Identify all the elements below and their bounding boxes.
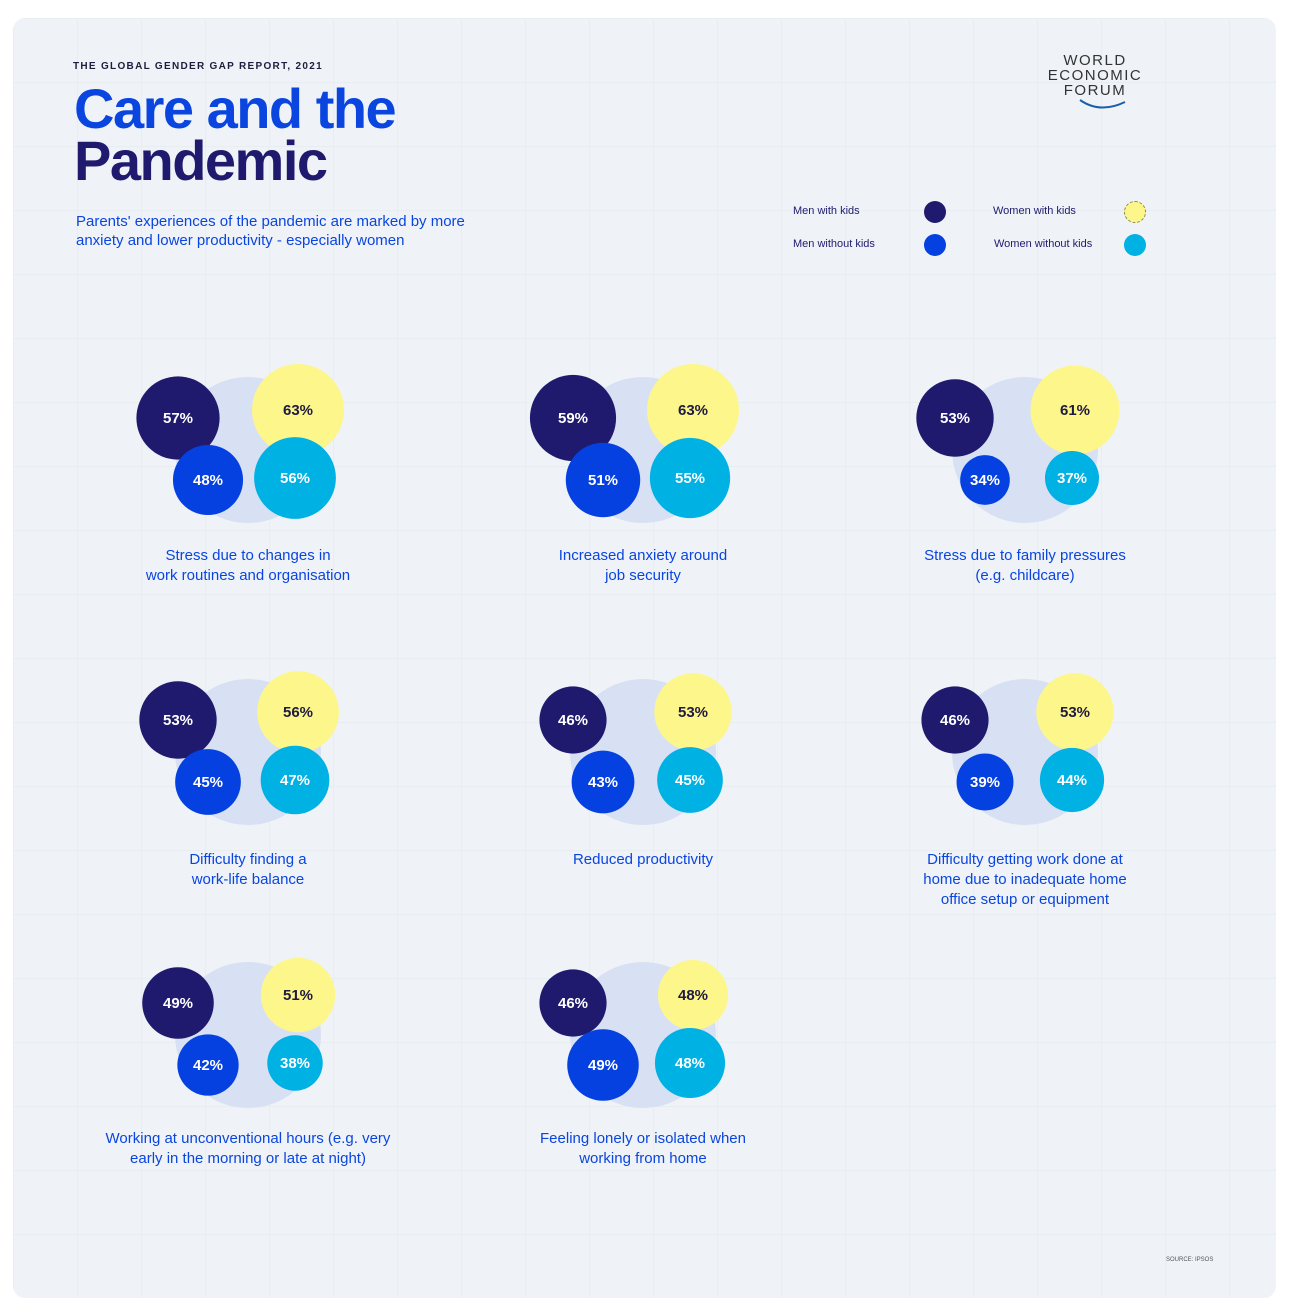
bubble-value-label: 53% <box>163 712 193 729</box>
bubble-value-label: 51% <box>588 472 618 489</box>
bubble-panel: 53% 61% 34% 37% <box>916 365 1120 523</box>
bubble-value-label: 56% <box>280 470 310 487</box>
report-kicker: THE GLOBAL GENDER GAP REPORT, 2021 <box>73 61 323 72</box>
bubble-men-with-kids <box>139 681 217 759</box>
bubble-women-without-kids <box>649 437 731 519</box>
bubble-women-without-kids <box>1039 747 1105 813</box>
legend-swatch <box>924 201 946 223</box>
legend-swatch <box>1124 234 1146 256</box>
legend-swatch <box>1124 201 1146 223</box>
bubble-value-label: 59% <box>558 410 588 427</box>
bubble-panel: 53% 56% 45% 47% <box>139 671 339 825</box>
bubble-value-label: 53% <box>940 410 970 427</box>
bubble-men-with-kids <box>916 379 994 457</box>
bubble-men-without-kids <box>567 1029 639 1101</box>
bubble-men-with-kids <box>142 967 214 1039</box>
logo-word: WORLD <box>1063 52 1127 69</box>
bubble-women-without-kids <box>267 1035 323 1091</box>
bubble-value-label: 46% <box>940 712 970 729</box>
panel-caption: Difficulty getting work done at home due … <box>923 851 1127 908</box>
bubble-men-without-kids <box>177 1034 239 1096</box>
bubble-women-with-kids <box>1030 365 1120 455</box>
bubble-value-label: 48% <box>678 987 708 1004</box>
logo-word: ECONOMIC <box>1047 67 1143 84</box>
title-line-2: Pandemic <box>74 129 328 192</box>
bubble-men-without-kids <box>565 442 641 518</box>
panel-caption: Working at unconventional hours (e.g. ve… <box>105 1130 391 1167</box>
bubble-men-without-kids <box>960 455 1010 505</box>
bubble-value-label: 42% <box>193 1057 223 1074</box>
bubble-panel: 46% 48% 49% 48% <box>539 959 729 1108</box>
bubble-women-with-kids <box>252 364 344 456</box>
panel-caption: Stress due to family pressures (e.g. chil… <box>924 547 1126 584</box>
bubble-value-label: 63% <box>283 402 313 419</box>
bubble-value-label: 51% <box>283 987 313 1004</box>
bubble-women-with-kids <box>260 957 336 1033</box>
bubble-value-label: 57% <box>163 410 193 427</box>
bubble-men-without-kids <box>175 749 241 815</box>
subtitle: Parents' experiences of the pandemic are… <box>76 213 465 249</box>
bubble-value-label: 55% <box>675 470 705 487</box>
bubble-women-without-kids <box>1044 450 1100 506</box>
bubble-value-label: 49% <box>588 1057 618 1074</box>
bubble-men-without-kids <box>571 750 635 814</box>
bubble-value-label: 48% <box>675 1055 705 1072</box>
bubble-women-with-kids <box>257 671 339 753</box>
bubble-panel: 57% 63% 48% 56% <box>136 364 344 523</box>
bubble-value-label: 37% <box>1057 470 1087 487</box>
legend-label: Men without kids <box>793 238 875 250</box>
bubble-value-label: 43% <box>588 774 618 791</box>
logo-word: FORUM <box>1063 82 1127 99</box>
bubble-men-with-kids <box>539 686 607 754</box>
panel-caption: Increased anxiety around job security <box>558 547 728 584</box>
bubble-panel: 59% 63% 51% 55% <box>529 364 739 523</box>
legend-swatch <box>924 234 946 256</box>
bubble-panel: 49% 51% 42% 38% <box>142 957 336 1108</box>
bubble-women-with-kids <box>654 673 732 751</box>
panel-caption: Reduced productivity <box>572 851 714 868</box>
bubble-women-without-kids <box>254 437 336 519</box>
bubble-value-label: 48% <box>193 472 223 489</box>
panel-caption: Feeling lonely or isolated when working f… <box>540 1130 746 1167</box>
legend-label: Women with kids <box>993 205 1076 217</box>
title-line-1: Care and the <box>74 77 397 140</box>
bubble-value-label: 53% <box>1060 704 1090 721</box>
bubble-value-label: 45% <box>193 774 223 791</box>
bubble-value-label: 61% <box>1060 402 1090 419</box>
legend-label: Women without kids <box>994 238 1093 250</box>
bubble-value-label: 45% <box>675 772 705 789</box>
bubble-men-with-kids <box>539 969 607 1037</box>
bubble-value-label: 63% <box>678 402 708 419</box>
bubble-value-label: 39% <box>970 774 1000 791</box>
bubble-panel: 46% 53% 39% 44% <box>921 673 1114 825</box>
bubble-value-label: 47% <box>280 772 310 789</box>
bubble-value-label: 46% <box>558 712 588 729</box>
wef-logo: WORLD ECONOMIC FORUM <box>1040 53 1150 115</box>
bubble-panel: 46% 53% 43% 45% <box>539 673 732 825</box>
panel-caption: Difficulty finding a work-life balance <box>189 851 307 888</box>
bubble-value-label: 34% <box>970 472 1000 489</box>
bubble-women-without-kids <box>260 745 330 815</box>
logo-arc-icon <box>1079 99 1126 109</box>
bubble-value-label: 44% <box>1057 772 1087 789</box>
source-note: SOURCE: IPSOS <box>1166 1257 1214 1263</box>
bubble-men-with-kids <box>921 686 989 754</box>
bubble-men-with-kids <box>529 374 617 462</box>
bubble-value-label: 53% <box>678 704 708 721</box>
bubble-value-label: 38% <box>280 1055 310 1072</box>
bubble-value-label: 56% <box>283 704 313 721</box>
bubble-women-without-kids <box>654 1027 726 1099</box>
bubble-men-without-kids <box>172 444 244 516</box>
bubble-value-label: 49% <box>163 995 193 1012</box>
bubble-men-with-kids <box>136 376 220 460</box>
panel-caption: Stress due to changes in work routines an… <box>145 547 351 584</box>
bubble-women-with-kids <box>1036 673 1114 751</box>
bubble-women-with-kids <box>657 959 729 1031</box>
bubble-women-without-kids <box>657 747 723 813</box>
bubble-value-label: 46% <box>558 995 588 1012</box>
bubble-men-without-kids <box>956 753 1014 811</box>
bubble-women-with-kids <box>647 364 739 456</box>
legend-label: Men with kids <box>793 205 860 217</box>
